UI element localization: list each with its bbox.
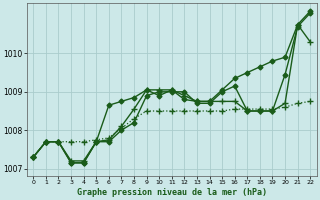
X-axis label: Graphe pression niveau de la mer (hPa): Graphe pression niveau de la mer (hPa)	[77, 188, 267, 197]
